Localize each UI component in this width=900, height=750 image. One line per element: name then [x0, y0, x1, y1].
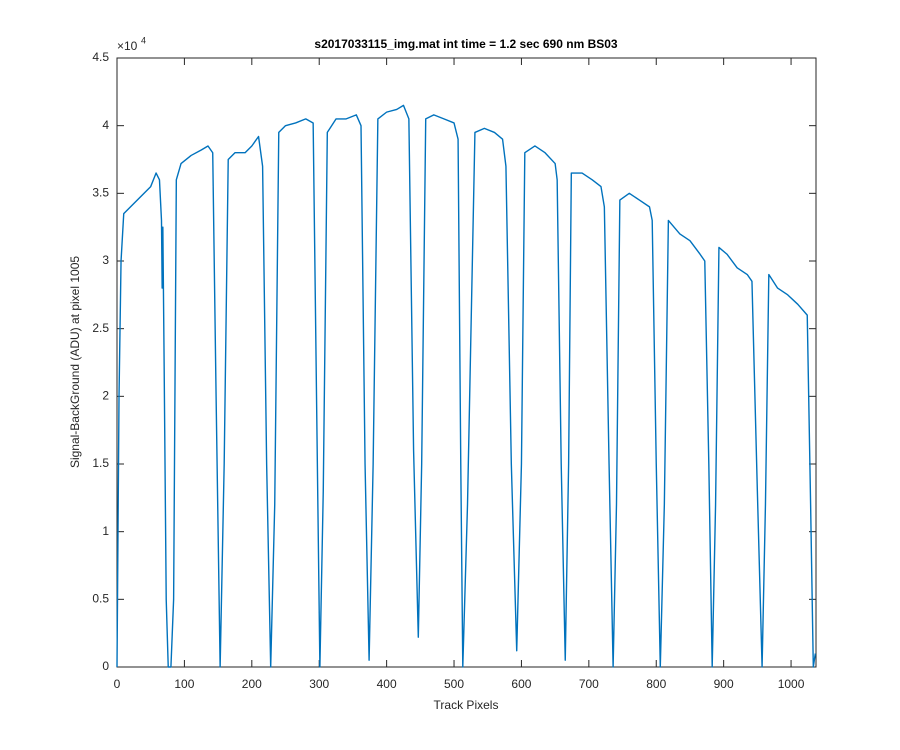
y-tick-label: 2.5	[92, 321, 109, 335]
x-tick-label: 700	[579, 677, 599, 691]
y-tick-label: 0.5	[92, 592, 109, 606]
y-tick-label: 1.5	[92, 456, 109, 470]
y-multiplier-exponent: 4	[141, 35, 146, 45]
x-tick-label: 100	[174, 677, 194, 691]
x-tick-label: 400	[377, 677, 397, 691]
x-tick-label: 600	[511, 677, 531, 691]
plot-area	[116, 57, 817, 668]
y-tick-label: 1	[102, 524, 109, 538]
y-tick-label: 3	[102, 253, 109, 267]
y-axis-label: Signal-BackGround (ADU) at pixel 1005	[68, 256, 82, 468]
y-tick-label: 2	[102, 389, 109, 403]
y-tick-label: 4	[102, 118, 109, 132]
x-tick-label: 300	[309, 677, 329, 691]
x-tick-label: 200	[242, 677, 262, 691]
data-line	[116, 104, 817, 668]
x-tick-label: 1000	[778, 677, 805, 691]
x-tick-label: 900	[714, 677, 734, 691]
y-tick-label: 4.5	[92, 50, 109, 64]
x-axis-label: Track Pixels	[434, 698, 499, 712]
x-tick-label: 500	[444, 677, 464, 691]
y-multiplier-base: ×10	[117, 39, 138, 53]
x-tick-label: 800	[646, 677, 666, 691]
y-tick-label: 0	[102, 659, 109, 673]
y-tick-label: 3.5	[92, 186, 109, 200]
chart-title: s2017033115_img.mat int time = 1.2 sec 6…	[314, 37, 618, 51]
x-tick-label: 0	[114, 677, 121, 691]
